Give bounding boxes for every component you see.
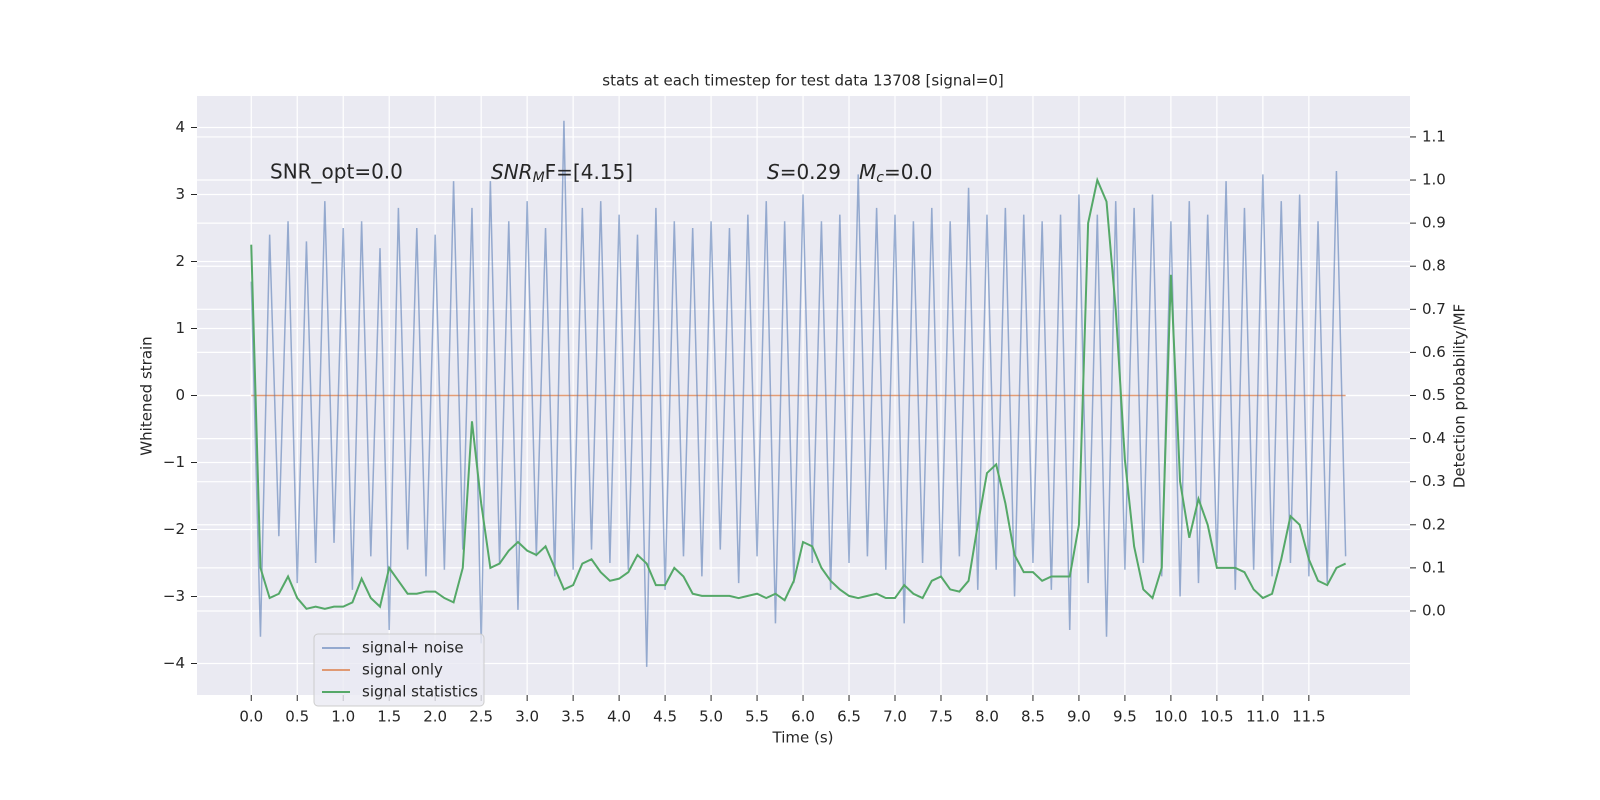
x-tick-label: 2.0 [423, 708, 447, 726]
y-tick-label: 4 [175, 118, 185, 136]
x-tick-label: 0.0 [239, 708, 263, 726]
annotation: SNR_opt=0.0 [270, 160, 403, 184]
series-line [250, 176, 1347, 610]
x-tick-label: 3.0 [515, 708, 539, 726]
x-tick-label: 4.0 [607, 708, 631, 726]
y2-tick-label: 0.3 [1422, 472, 1446, 490]
annotation-main: SNR [491, 160, 533, 184]
x-tick-label: 0.5 [285, 708, 309, 726]
x-tick-label: 6.5 [837, 708, 861, 726]
axes: 0.0 0.5 1.0 1.5 2.0 2.5 3.0 3.5 4.0 4.5 5.0 5.5 6.0 6… [163, 118, 1446, 726]
legend: signal+ noise signal only signal statistic… [313, 633, 485, 707]
y-tick-label: 1 [175, 319, 185, 337]
y-tick-label: −4 [163, 654, 185, 672]
y-tick-label: −2 [163, 520, 185, 538]
legend-label: signal+ noise [362, 639, 464, 657]
y2-tick-label: 0.4 [1422, 429, 1446, 447]
y2-tick-label: 0.9 [1422, 214, 1446, 232]
x-tick-label: 5.0 [699, 708, 723, 726]
y-tick-label: 3 [175, 185, 185, 203]
annotation-sub: c [876, 170, 884, 186]
y2-tick-label: 1.1 [1422, 127, 1446, 145]
annotation-rest: F=[4.15] [545, 160, 633, 184]
x-tick-label: 6.0 [791, 708, 815, 726]
y-tick-label: 2 [175, 252, 185, 270]
annotation: Mc=0.0 [859, 160, 933, 187]
y2-tick-label: 0.2 [1422, 515, 1446, 533]
annotation-sub: M [533, 170, 545, 186]
x-tick-label: 10.5 [1200, 708, 1233, 726]
x-tick-label: 11.5 [1292, 708, 1325, 726]
legend-label: signal statistics [362, 683, 478, 701]
lines [250, 120, 1347, 667]
y-axis-label: Whitened strain [138, 336, 156, 455]
x-tick-label: 7.5 [929, 708, 953, 726]
x-tick-label: 10.0 [1154, 708, 1187, 726]
annotation-rest: =0.29 [780, 160, 841, 184]
x-tick-label: 8.0 [975, 708, 999, 726]
annotation-main: S [767, 160, 780, 184]
legend-box [313, 633, 485, 707]
x-tick-label: 4.5 [653, 708, 677, 726]
y-tick-label: −3 [163, 587, 185, 605]
chart-title: stats at each timestep for test data 137… [602, 72, 1003, 90]
x-tick-label: 9.5 [1113, 708, 1137, 726]
annotation: S=0.29 [767, 160, 841, 184]
y2-axis-label: Detection probability/MF [1451, 304, 1469, 488]
y2-tick-label: 0.0 [1422, 601, 1446, 619]
annotation: SNRMF=[4.15] [491, 160, 633, 187]
x-tick-label: 5.5 [745, 708, 769, 726]
x-tick-label: 1.0 [331, 708, 355, 726]
x-tick-label: 3.5 [561, 708, 585, 726]
x-tick-label: 1.5 [377, 708, 401, 726]
y2-tick-label: 0.6 [1422, 343, 1446, 361]
x-tick-label: 7.0 [883, 708, 907, 726]
y2-tick-label: 0.7 [1422, 300, 1446, 318]
y-tick-label: −1 [163, 453, 185, 471]
y2-tick-label: 0.5 [1422, 386, 1446, 404]
y2-tick-label: 0.8 [1422, 257, 1446, 275]
x-tick-label: 2.5 [469, 708, 493, 726]
legend-label: signal only [362, 661, 443, 679]
y2-tick-label: 0.1 [1422, 558, 1446, 576]
annotation-main: M [859, 160, 876, 184]
x-tick-label: 9.0 [1067, 708, 1091, 726]
y-tick-label: 0 [175, 386, 185, 404]
x-axis-label: Time (s) [772, 729, 834, 747]
x-tick-label: 11.0 [1246, 708, 1279, 726]
x-tick-label: 8.5 [1021, 708, 1045, 726]
annotation-rest: =0.0 [884, 160, 933, 184]
y2-tick-label: 1.0 [1422, 171, 1446, 189]
